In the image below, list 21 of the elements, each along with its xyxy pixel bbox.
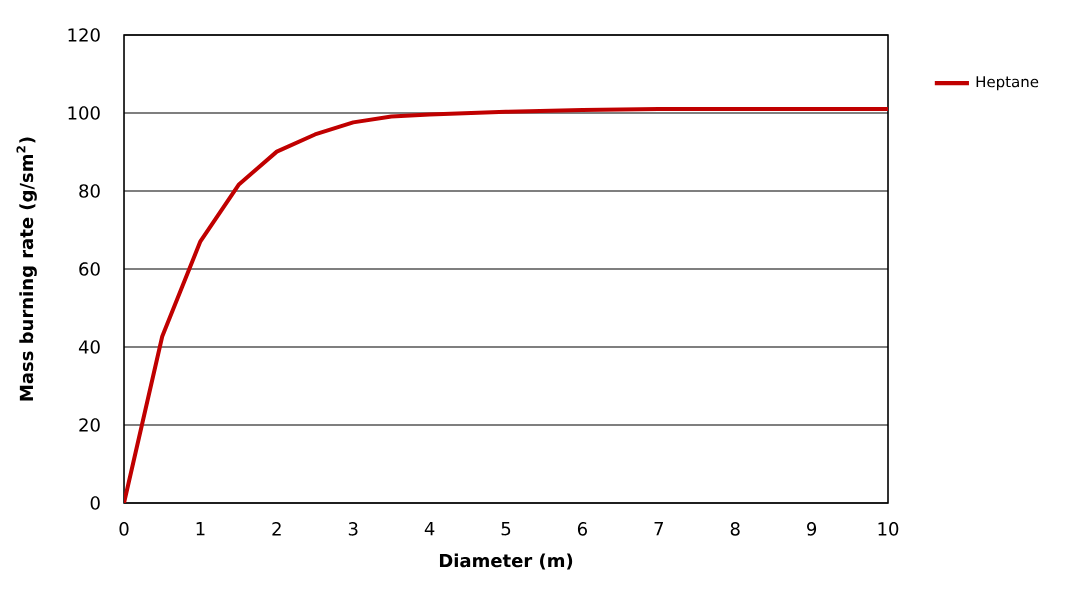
y-tick-label: 80 bbox=[79, 184, 100, 198]
x-tick-label: 6 bbox=[577, 522, 587, 536]
x-tick-label: 8 bbox=[730, 522, 740, 536]
x-tick-label: 1 bbox=[196, 522, 205, 536]
x-tick-label: 3 bbox=[348, 522, 358, 536]
y-tick-label: 0 bbox=[90, 496, 100, 510]
x-axis-title: Diameter (m) bbox=[439, 553, 573, 570]
x-tick-label: 9 bbox=[807, 522, 817, 536]
y-tick-label: 20 bbox=[79, 418, 100, 432]
y-tick-label: 40 bbox=[78, 340, 100, 354]
x-tick-label: 2 bbox=[272, 522, 281, 536]
legend-label: Heptane bbox=[976, 76, 1039, 91]
x-tick-label: 7 bbox=[654, 522, 663, 536]
x-tick-label: 0 bbox=[119, 522, 129, 536]
y-tick-label: 60 bbox=[79, 262, 100, 276]
x-tick-label: 4 bbox=[424, 522, 435, 536]
y-tick-label: 120 bbox=[68, 28, 100, 42]
x-tick-label: 5 bbox=[501, 522, 511, 536]
x-tick-label: 10 bbox=[878, 522, 899, 536]
y-tick-label: 100 bbox=[68, 106, 100, 120]
y-axis-title: Mass burning rate (g/sm$^{2}$) bbox=[16, 137, 37, 401]
